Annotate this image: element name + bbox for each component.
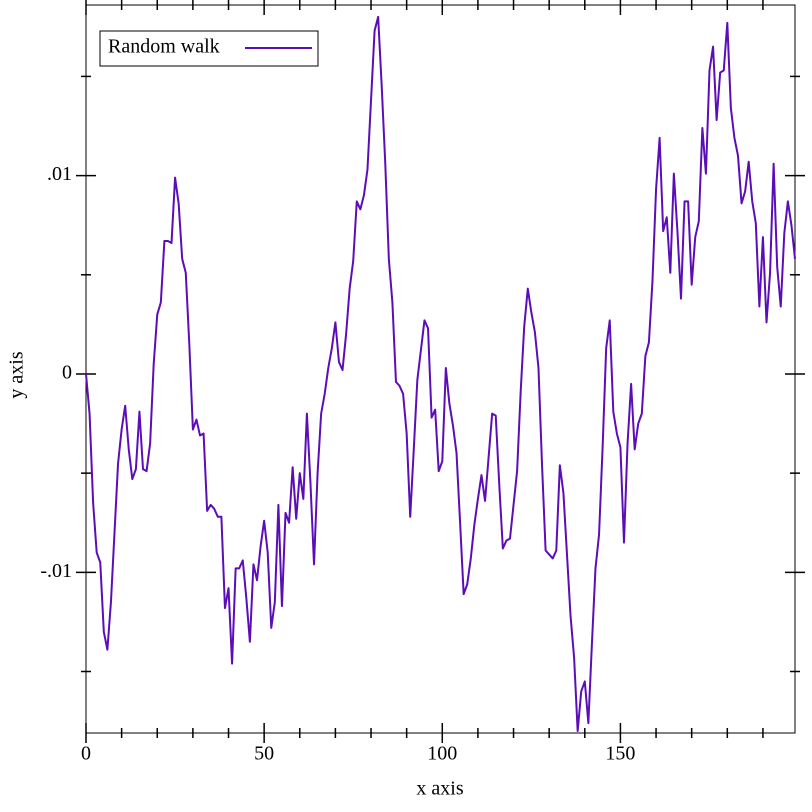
x-axis-label: x axis	[416, 778, 463, 800]
x-tick-label: 150	[605, 743, 635, 765]
series-line	[85, 15, 796, 733]
x-tick-label: 50	[254, 743, 274, 765]
y-axis-label: y axis	[6, 351, 28, 398]
legend-box	[99, 30, 319, 67]
legend-label: Random walk	[108, 36, 220, 58]
x-tick-label: 0	[81, 743, 91, 765]
plot-frame	[85, 4, 796, 734]
y-tick-label: -.01	[40, 560, 72, 582]
y-tick-label: 0	[62, 362, 72, 384]
y-tick-label: .01	[47, 163, 72, 185]
x-tick-label: 100	[427, 743, 457, 765]
